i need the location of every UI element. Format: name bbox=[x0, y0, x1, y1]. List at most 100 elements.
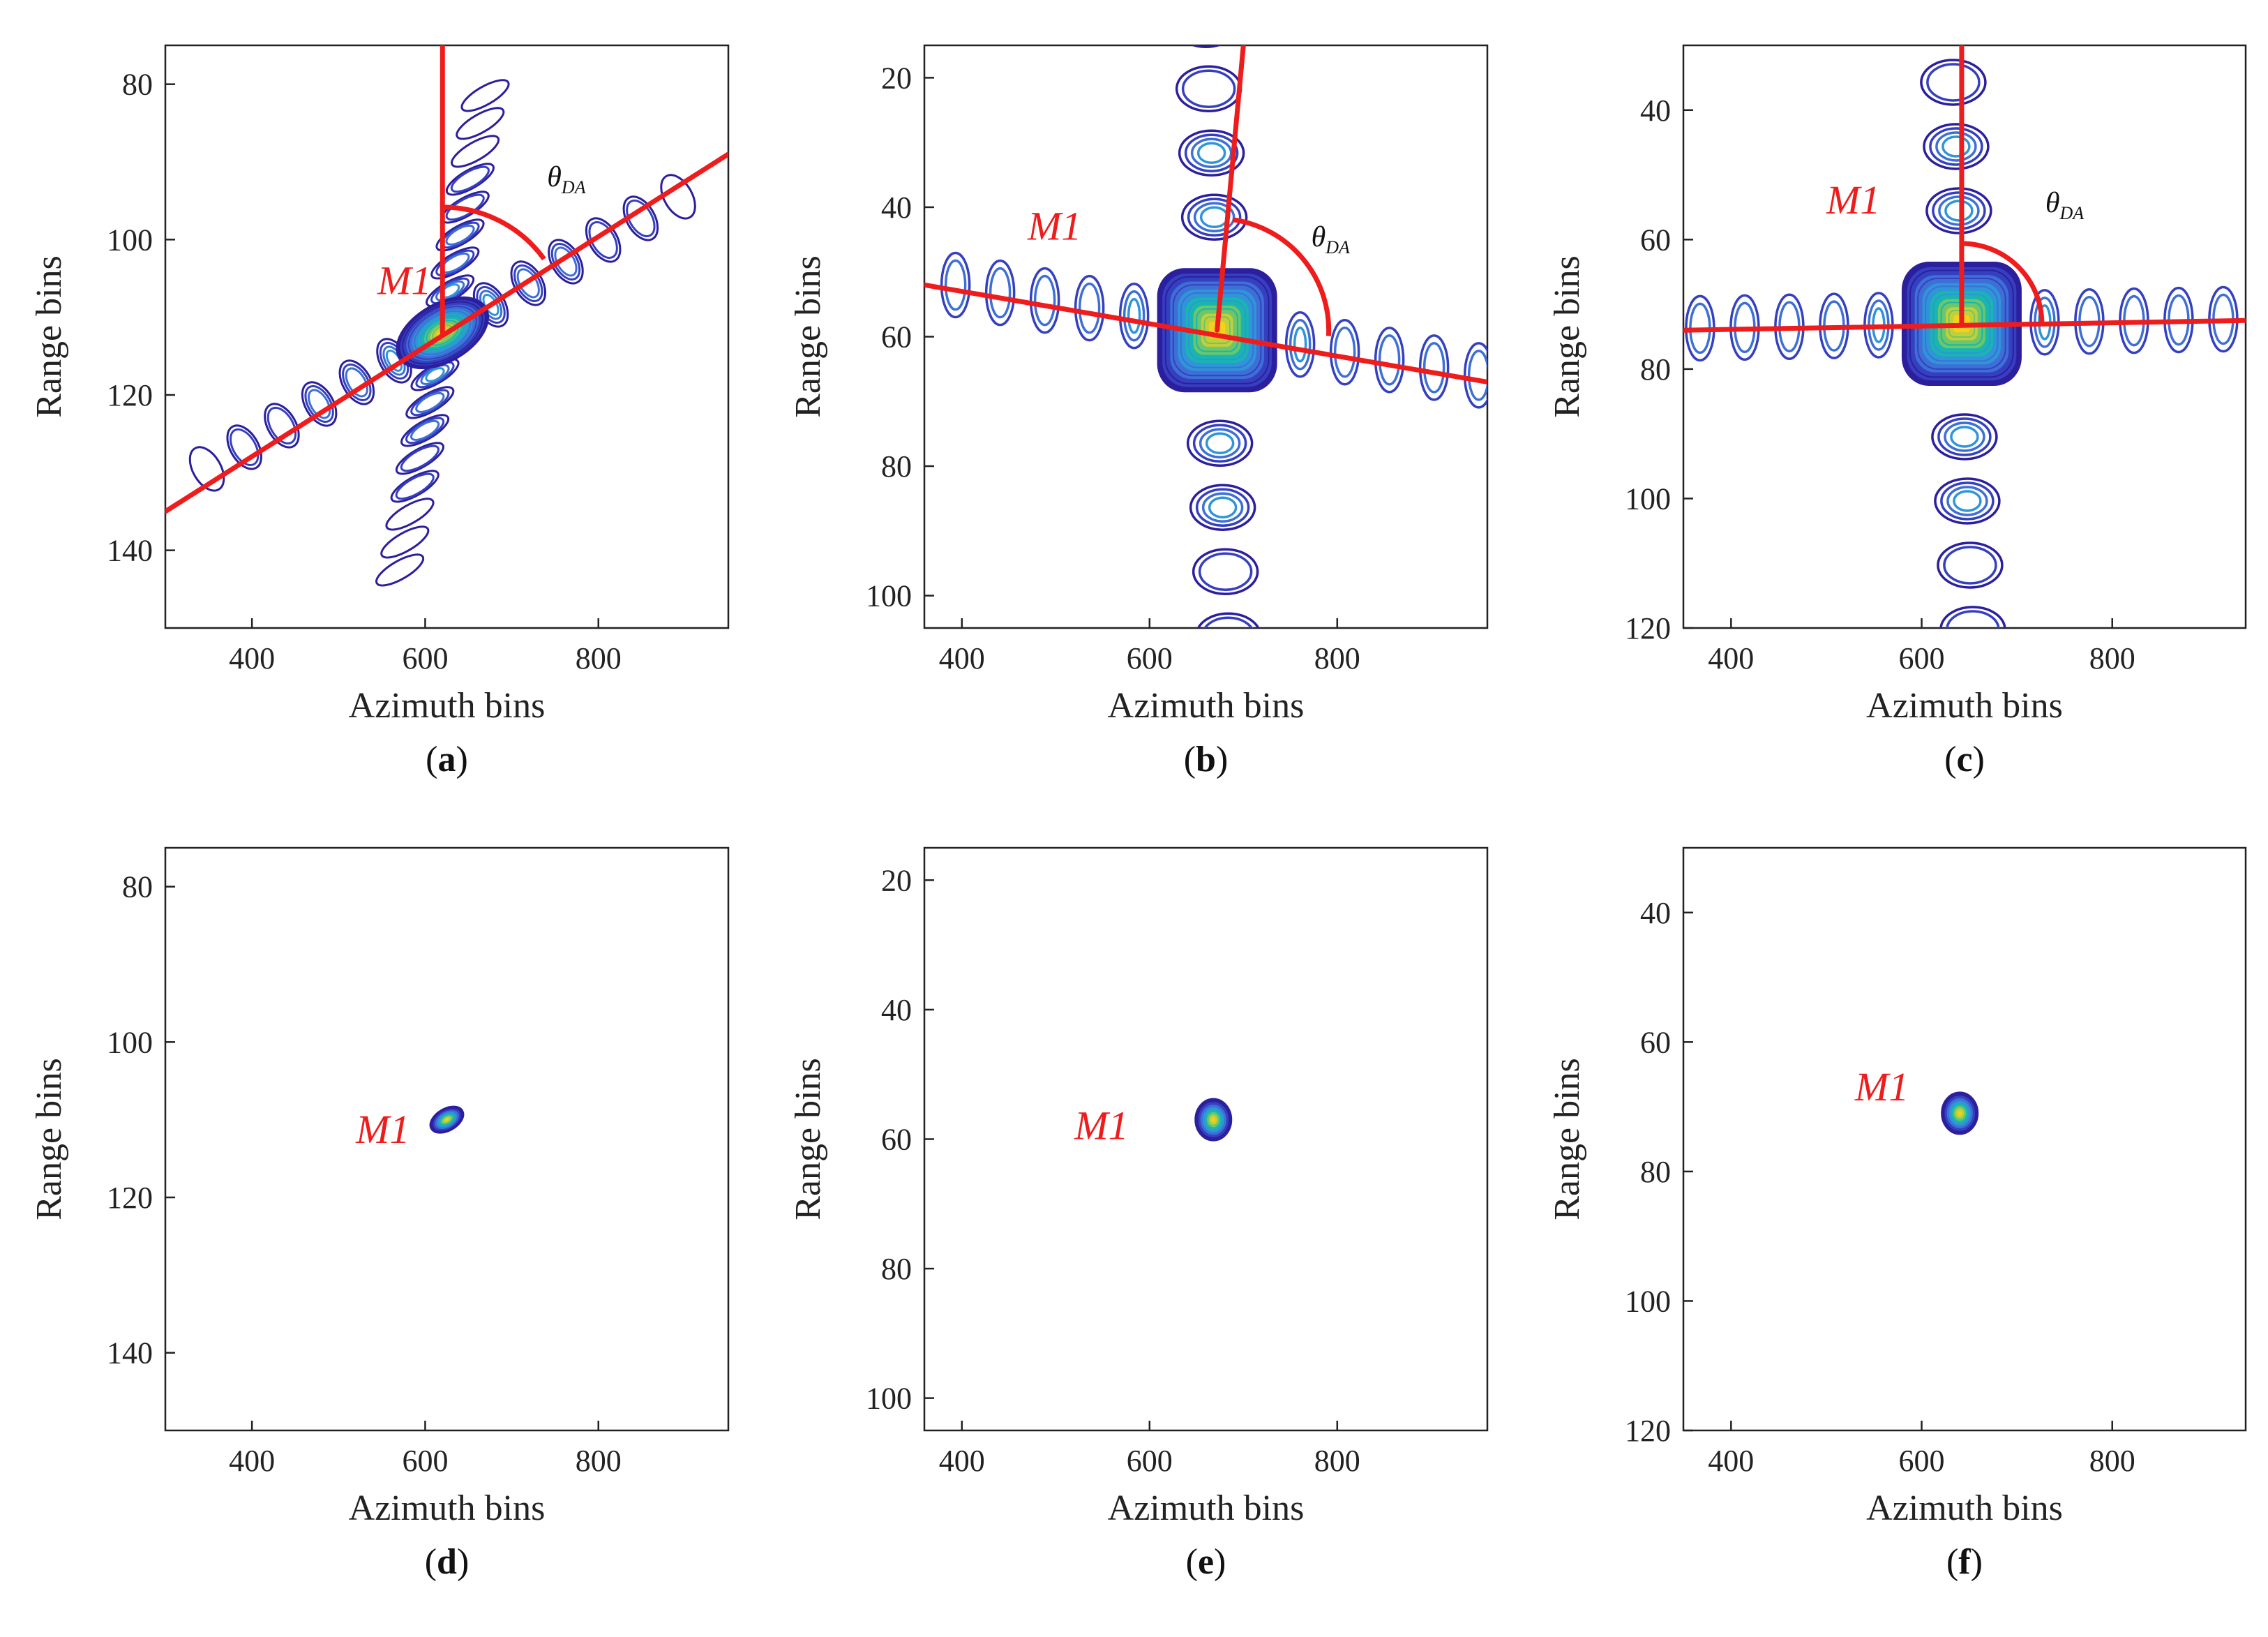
sidelobe-contour bbox=[940, 251, 971, 319]
sidelobe-contour bbox=[304, 384, 334, 423]
sidelobe-contour bbox=[445, 193, 485, 221]
x-tick-label: 600 bbox=[1899, 1444, 1945, 1478]
y-tick-label: 20 bbox=[881, 61, 912, 95]
sidelobe-contour bbox=[1938, 195, 1980, 226]
direction-line bbox=[924, 282, 1487, 384]
target-label: M1 bbox=[377, 257, 431, 303]
y-tick-label: 100 bbox=[107, 1025, 153, 1059]
sidelobe-contour bbox=[1187, 197, 1242, 237]
y-tick-label: 80 bbox=[1640, 1155, 1671, 1189]
mainlobe-contour bbox=[443, 1116, 451, 1123]
sidelobe-contour bbox=[445, 163, 495, 196]
angle-arc bbox=[1961, 241, 2045, 323]
y-axis-title: Range bins bbox=[1547, 1058, 1587, 1220]
sidelobe-contour bbox=[1944, 200, 1974, 222]
sidelobe-contour bbox=[1203, 616, 1254, 628]
x-tick-label: 600 bbox=[1127, 1444, 1173, 1478]
y-tick-label: 60 bbox=[881, 320, 912, 354]
sidelobe-contour bbox=[385, 498, 435, 531]
sidelobe-contour bbox=[1925, 187, 1992, 234]
sidelobe-contour bbox=[188, 446, 225, 492]
sidelobe-contour bbox=[405, 417, 445, 444]
sidelobe-contour bbox=[1189, 484, 1256, 531]
sidelobe-contour bbox=[1289, 318, 1312, 371]
sidelobe-contour bbox=[345, 367, 368, 398]
x-tick-label: 400 bbox=[229, 641, 275, 675]
sidelobe-contour bbox=[450, 165, 490, 193]
mainlobe-contour bbox=[1956, 1109, 1964, 1117]
y-tick-label: 100 bbox=[1625, 481, 1671, 516]
panel-caption: (b) bbox=[1184, 740, 1229, 779]
sidelobe-contour bbox=[1175, 65, 1242, 112]
sidelobe-contour bbox=[1293, 326, 1307, 363]
direction-line bbox=[1683, 317, 2246, 333]
sidelobe-contour bbox=[226, 424, 263, 470]
x-tick-label: 600 bbox=[1899, 641, 1945, 675]
y-tick-label: 60 bbox=[1640, 223, 1671, 257]
sidelobe-contour bbox=[1208, 496, 1238, 518]
sidelobe-contour bbox=[301, 381, 338, 427]
x-axis-title: Azimuth bins bbox=[1866, 686, 2063, 726]
sidelobe-contour bbox=[410, 419, 440, 441]
mainlobe-contour bbox=[1210, 1116, 1217, 1124]
sidelobe-contour bbox=[2254, 286, 2268, 350]
sidelobe-contour bbox=[989, 267, 1012, 319]
sidelobe-contour bbox=[1205, 806, 1269, 851]
sidelobe-contour bbox=[1192, 548, 1259, 595]
y-tick-label: 40 bbox=[1640, 896, 1671, 930]
sidelobe-contour bbox=[1920, 59, 1987, 106]
sidelobe-contour bbox=[660, 174, 696, 220]
sidelobe-contour bbox=[1118, 282, 1150, 350]
target-label: M1 bbox=[1074, 1103, 1128, 1149]
sidelobe-contour bbox=[1940, 481, 1995, 521]
plot-area bbox=[924, 45, 1487, 851]
sidelobe-contour bbox=[1929, 127, 1983, 166]
sidelobe-contour bbox=[2258, 294, 2268, 343]
sidelobe-contour bbox=[338, 359, 375, 405]
sidelobe-contour bbox=[1181, 69, 1236, 108]
sidelobe-contour bbox=[1953, 490, 1982, 512]
sidelobe-contour bbox=[1935, 131, 1977, 162]
sidelobe-contour bbox=[435, 280, 465, 301]
x-tick-label: 600 bbox=[1127, 641, 1173, 675]
y-tick-label: 60 bbox=[1640, 1025, 1671, 1059]
sidelobe-contour bbox=[460, 79, 510, 112]
sidelobe-contour bbox=[410, 389, 450, 417]
sidelobe-contour bbox=[1374, 327, 1405, 394]
sidelobe-contour bbox=[1078, 282, 1101, 334]
sidelobe-contour bbox=[1932, 191, 1986, 230]
sidelobe-contour bbox=[405, 386, 455, 419]
sidelobe-contour bbox=[1931, 413, 1998, 461]
sidelobe-contour bbox=[1422, 342, 1445, 394]
y-tick-label: 120 bbox=[107, 1181, 153, 1215]
sidelobe-contour bbox=[548, 239, 584, 285]
panel-caption: (d) bbox=[425, 1542, 470, 1582]
x-tick-label: 800 bbox=[2089, 1444, 2135, 1478]
sidelobe-contour bbox=[1201, 492, 1244, 523]
sidelobe-contour bbox=[307, 389, 331, 419]
x-axis-title: Azimuth bins bbox=[1108, 1488, 1305, 1528]
sidelobe-contour bbox=[1193, 202, 1236, 232]
x-tick-label: 800 bbox=[2089, 641, 2135, 675]
sidelobe-contour bbox=[1205, 432, 1235, 454]
plot-area bbox=[165, 45, 728, 587]
panel-a: 400 600 800 80 100 120 140 Azimuth bins Range bi… bbox=[29, 44, 730, 779]
target-label: M1 bbox=[1826, 177, 1880, 223]
sidelobe-contour bbox=[435, 249, 475, 277]
plot-area bbox=[429, 1105, 465, 1134]
y-tick-label: 100 bbox=[1625, 1284, 1671, 1318]
y-tick-label: 80 bbox=[122, 870, 153, 904]
sidelobe-contour bbox=[1186, 419, 1254, 467]
y-axis-title: Range bins bbox=[29, 255, 69, 418]
target-label: M1 bbox=[355, 1107, 410, 1152]
sidelobe-contour bbox=[1378, 334, 1401, 386]
sidelobe-contour bbox=[1946, 610, 2000, 628]
sidelobe-contour bbox=[400, 444, 440, 472]
sidelobe-contour bbox=[1646, 305, 1665, 354]
plot-area bbox=[1941, 1091, 1979, 1135]
sidelobe-contour bbox=[1033, 274, 1056, 327]
sidelobe-contour bbox=[1926, 63, 1981, 102]
y-tick-label: 100 bbox=[866, 1382, 912, 1416]
sidelobe-contour bbox=[1074, 274, 1105, 342]
